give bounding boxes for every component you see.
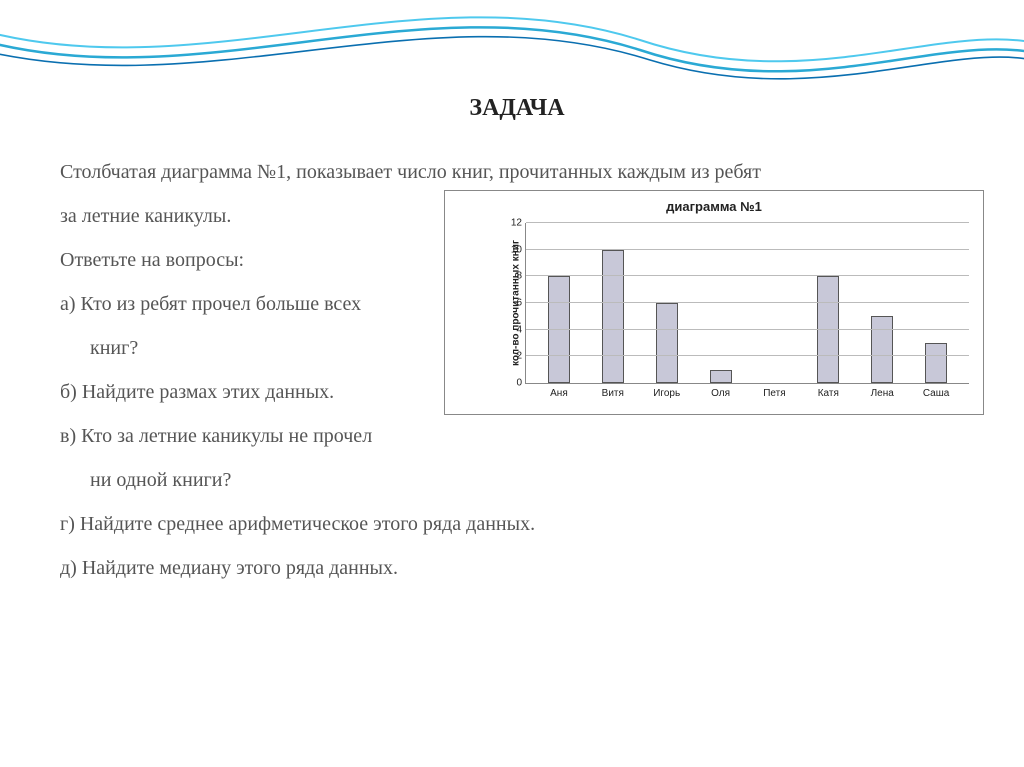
ytick-label: 10 [504,244,526,255]
bar [656,303,678,383]
bar-slot: Лена [855,223,909,383]
gridline [526,249,969,250]
bar-slot: Оля [694,223,748,383]
bar-slot: Петя [748,223,802,383]
xtick-label: Лена [871,383,894,399]
ytick-label: 6 [504,298,526,309]
chart-title: диаграмма №1 [445,191,983,220]
gridline [526,302,969,303]
xtick-label: Саша [923,383,949,399]
plot-area: АняВитяИгорьОляПетяКатяЛенаСаша 02468101… [525,223,969,384]
xtick-label: Аня [550,383,568,399]
xtick-label: Игорь [653,383,680,399]
question-c: в) Кто за летние каникулы не прочел [60,414,974,458]
ytick-label: 8 [504,271,526,282]
ytick-label: 4 [504,324,526,335]
gridline [526,222,969,223]
question-e: д) Найдите медиану этого ряда данных. [60,546,974,590]
chart-inner: АняВитяИгорьОляПетяКатяЛенаСаша 02468101… [499,223,969,384]
bar [548,276,570,383]
ytick-label: 2 [504,351,526,362]
bar [710,370,732,383]
bar-slot: Аня [532,223,586,383]
bar [602,250,624,383]
gridline [526,355,969,356]
bar [817,276,839,383]
gridline [526,275,969,276]
xtick-label: Витя [602,383,624,399]
bar-slot: Саша [909,223,963,383]
xtick-label: Петя [763,383,785,399]
xtick-label: Оля [711,383,730,399]
gridline [526,329,969,330]
intro-line-1: Столбчатая диаграмма №1, показывает числ… [60,150,974,194]
ytick-label: 12 [504,218,526,229]
bar-slot: Катя [801,223,855,383]
bars-container: АняВитяИгорьОляПетяКатяЛенаСаша [526,223,969,383]
bar [925,343,947,383]
xtick-label: Катя [818,383,839,399]
question-c-cont: ни одной книги? [60,458,974,502]
bar [871,316,893,383]
page-title: ЗАДАЧА [60,95,974,122]
bar-chart: диаграмма №1 кол-во прочитанных книг Аня… [444,190,984,415]
bar-slot: Витя [586,223,640,383]
question-d: г) Найдите среднее арифметическое этого … [60,502,974,546]
bar-slot: Игорь [640,223,694,383]
ytick-label: 0 [504,378,526,389]
